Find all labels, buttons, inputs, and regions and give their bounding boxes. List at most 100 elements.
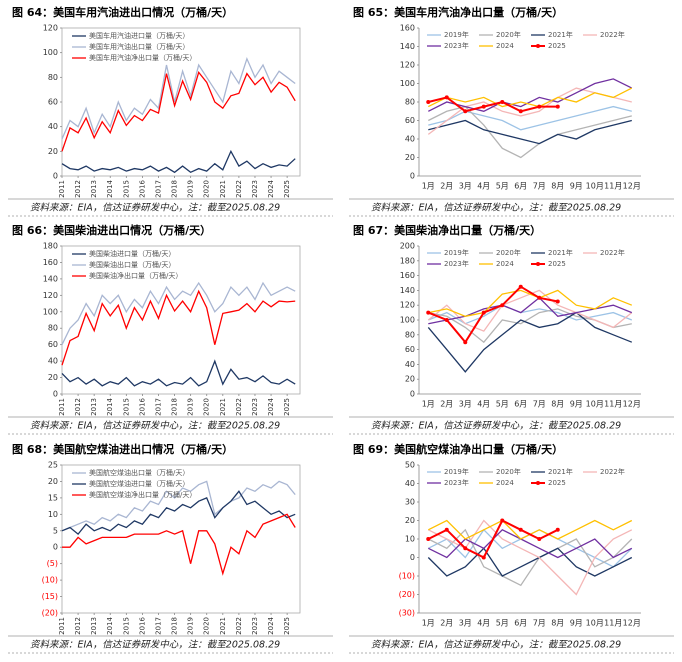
x-tick-label: 2020 <box>203 617 211 635</box>
x-tick-label: 2021 <box>219 398 227 416</box>
x-tick-label: 6月 <box>514 619 527 628</box>
y-tick-label: 160 <box>43 258 58 267</box>
y-tick-label: 20 <box>48 477 58 486</box>
y-tick-label: 50 <box>405 461 415 470</box>
y-tick-label: 40 <box>405 360 415 369</box>
y-tick-label: 20 <box>405 516 415 525</box>
x-tick-label: 6月 <box>514 400 527 409</box>
legend-label: 2024 <box>496 42 514 50</box>
x-tick-label: 2017 <box>154 180 162 198</box>
series-line <box>428 304 633 325</box>
x-tick-label: 2023 <box>251 180 259 198</box>
x-tick-label: 4月 <box>477 619 490 628</box>
legend-marker <box>536 262 540 266</box>
x-tick-label: 9月 <box>570 619 583 628</box>
x-tick-label: 2013 <box>90 180 98 198</box>
x-tick-label: 1月 <box>422 400 435 409</box>
x-tick-label: 2018 <box>171 180 179 198</box>
x-tick-label: 10月 <box>586 400 604 409</box>
y-tick-label: 0 <box>410 553 415 562</box>
legend-label: 2019年 <box>444 248 469 257</box>
x-tick-label: 2月 <box>440 182 453 191</box>
series-marker <box>518 109 523 114</box>
series-line <box>428 529 633 559</box>
x-tick-label: 12月 <box>623 619 641 628</box>
chart-title: 图 65：美国车用汽油净出口量（万桶/天） <box>353 5 563 19</box>
series-line <box>428 105 632 159</box>
legend-label: 2023年 <box>444 478 469 487</box>
legend-label: 美国柴油出口量（万桶/天） <box>89 260 175 269</box>
y-tick-label: 15 <box>48 493 58 502</box>
plot-frame <box>61 464 301 614</box>
source-note: 资料来源：EIA，信达证券研发中心，注：截至2025.08.29 <box>30 420 280 432</box>
x-tick-label: 2025 <box>283 398 291 416</box>
y-tick-label: 5 <box>53 526 58 535</box>
chart-title: 图 66：美国柴油进出口情况（万桶/天） <box>12 223 211 237</box>
legend-label: 美国柴油净出口量（万桶/天） <box>89 271 182 280</box>
y-tick-label: 20 <box>405 153 415 162</box>
legend-marker <box>536 481 540 485</box>
series-marker <box>518 284 523 289</box>
plot-frame <box>61 245 301 395</box>
series-line <box>62 513 296 576</box>
legend-label: 2020年 <box>496 248 521 257</box>
x-tick-label: 2018 <box>171 398 179 416</box>
x-tick-label: 5月 <box>496 619 509 628</box>
series-marker <box>426 100 431 104</box>
legend-label: 美国车用汽油净出口量（万桶/天） <box>89 53 196 62</box>
legend-label: 2025 <box>548 479 566 487</box>
chart-title: 图 67：美国柴油净出口量（万桶/天） <box>353 223 541 237</box>
x-tick-label: 2012 <box>74 180 82 198</box>
series-marker <box>537 295 542 300</box>
legend-label: 2021年 <box>548 467 573 476</box>
x-tick-label: 2024 <box>267 179 275 197</box>
y-tick-label: 200 <box>400 242 415 251</box>
y-tick-label: 140 <box>400 286 415 295</box>
y-tick-label: 40 <box>405 479 415 488</box>
y-tick-label: 180 <box>43 242 58 251</box>
y-tick-label: 160 <box>400 271 415 280</box>
y-tick-label: 80 <box>405 98 415 107</box>
y-tick-label: 0 <box>53 543 58 552</box>
x-tick-label: 5月 <box>496 182 509 191</box>
series-marker <box>555 299 560 304</box>
y-tick-label: 120 <box>43 291 58 300</box>
y-tick-label: (20) <box>399 590 415 599</box>
x-tick-label: 2012 <box>74 398 82 416</box>
y-tick-label: 140 <box>400 42 415 51</box>
source-note: 资料来源：EIA，信达证券研发中心，注：截至2025.08.29 <box>30 639 280 651</box>
x-tick-label: 5月 <box>496 400 509 409</box>
y-tick-label: 100 <box>43 48 58 57</box>
x-tick-label: 2012 <box>74 617 82 635</box>
x-tick-label: 2015 <box>122 180 130 198</box>
series-line <box>428 296 633 325</box>
legend-label: 美国航空煤油净出口量（万桶/天） <box>89 490 196 499</box>
chart-title: 图 69：美国航空煤油净出口量（万桶/天） <box>353 442 563 456</box>
chart-title: 图 68：美国航空煤油进出口情况（万桶/天） <box>12 442 233 456</box>
x-tick-label: 2020 <box>203 398 211 416</box>
x-tick-label: 2020 <box>203 180 211 198</box>
x-tick-label: 11月 <box>604 619 622 628</box>
x-tick-label: 2016 <box>138 616 146 634</box>
x-tick-label: 2025 <box>283 617 291 635</box>
x-tick-label: 9月 <box>570 182 583 191</box>
x-tick-label: 2014 <box>106 397 114 415</box>
y-tick-label: 100 <box>400 316 415 325</box>
series-line <box>428 87 633 108</box>
series-line <box>427 519 559 559</box>
y-tick-label: 120 <box>43 24 58 33</box>
x-tick-label: 7月 <box>533 619 546 628</box>
series-line <box>427 285 558 344</box>
legend-label: 2021年 <box>548 248 573 257</box>
series-marker <box>444 318 449 322</box>
legend-label: 美国车用汽油出口量（万桶/天） <box>89 42 189 51</box>
legend-label: 2024 <box>496 479 514 487</box>
series-marker <box>481 555 486 560</box>
y-tick-label: (20) <box>42 609 58 618</box>
x-tick-label: 2019 <box>187 398 195 416</box>
x-tick-label: 2021 <box>219 180 227 198</box>
x-tick-label: 1月 <box>422 619 435 628</box>
y-tick-label: 100 <box>400 79 415 88</box>
x-tick-label: 2019 <box>187 180 195 198</box>
y-tick-label: 120 <box>400 61 415 70</box>
